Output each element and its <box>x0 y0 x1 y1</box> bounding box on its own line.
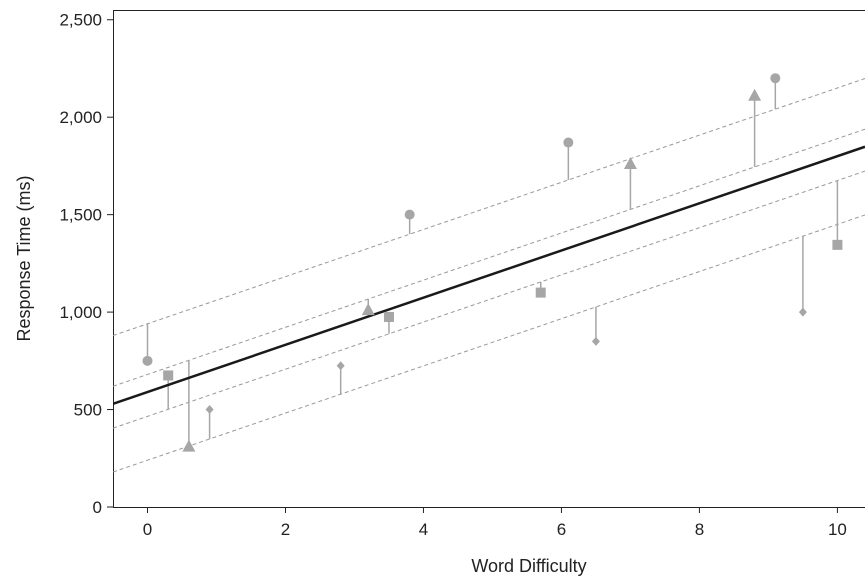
data-point-square <box>383 311 394 322</box>
x-tick-label: 0 <box>143 520 152 539</box>
data-point-diamond <box>205 405 214 415</box>
data-point-circle <box>563 137 574 148</box>
residual-stems <box>146 78 839 447</box>
x-tick-label: 8 <box>695 520 704 539</box>
data-point-square <box>832 239 843 250</box>
x-tick-label: 6 <box>557 520 566 539</box>
y-tick-label: 0 <box>93 498 102 517</box>
group-line-square <box>113 170 865 429</box>
data-point-diamond <box>591 336 600 346</box>
y-tick-label: 1,500 <box>59 206 102 225</box>
y-tick-label: 2,000 <box>59 108 102 127</box>
data-points <box>142 73 843 452</box>
plot-frame <box>113 10 865 508</box>
x-tick-label: 4 <box>419 520 428 539</box>
main-regression-line <box>113 145 865 405</box>
group-line-triangle <box>113 128 865 387</box>
y-tick-label: 1,000 <box>59 303 102 322</box>
data-point-circle <box>142 355 153 366</box>
y-tick-label: 2,500 <box>59 11 102 30</box>
main-fit-line <box>113 145 865 405</box>
axes: 0 2 4 6 8 10 0 500 1,000 1,500 2,000 2,500 <box>59 11 846 539</box>
data-point-diamond <box>798 307 807 317</box>
data-point-triangle <box>361 303 375 316</box>
data-point-circle <box>404 209 415 220</box>
data-point-triangle <box>182 439 196 452</box>
data-point-triangle <box>748 88 762 101</box>
y-axis-title: Response Time (ms) <box>14 175 34 341</box>
x-tick-label: 10 <box>828 520 847 539</box>
data-point-square <box>535 287 546 298</box>
x-axis-title: Word Difficulty <box>471 556 586 576</box>
group-line-diamond <box>113 214 865 473</box>
group-line-circle <box>113 78 865 337</box>
data-point-diamond <box>336 361 345 371</box>
data-point-circle <box>770 73 781 84</box>
data-point-square <box>163 370 174 381</box>
y-tick-label: 500 <box>74 401 102 420</box>
x-tick-label: 2 <box>281 520 290 539</box>
data-point-triangle <box>623 156 637 169</box>
